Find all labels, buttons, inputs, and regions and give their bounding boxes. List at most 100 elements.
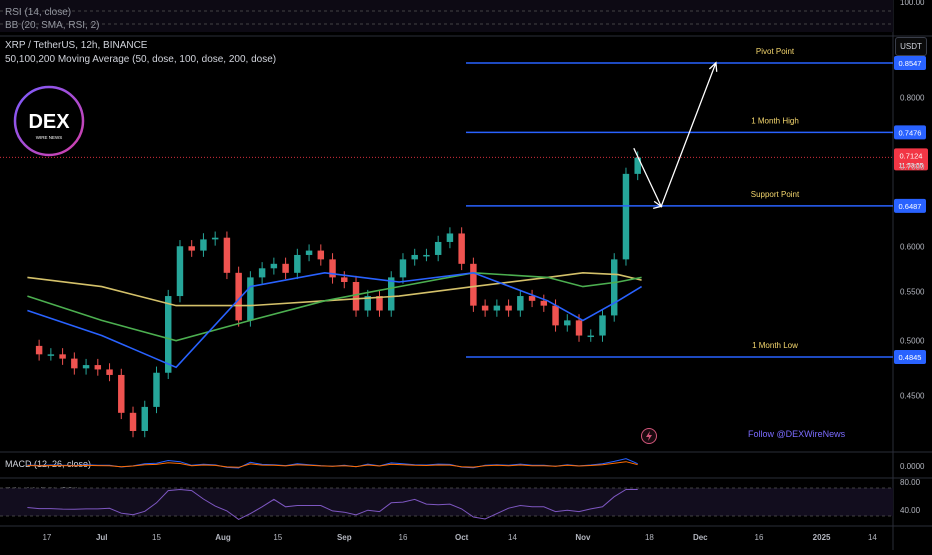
candle-body[interactable] <box>211 237 219 240</box>
currency-button[interactable]: USDT <box>895 37 927 56</box>
x-tick-label: 16 <box>755 533 764 542</box>
x-tick-label: Dec <box>693 533 708 542</box>
x-tick-label: 15 <box>152 533 161 542</box>
candle-body[interactable] <box>517 296 524 311</box>
macd-label: MACD (12, 26, close) <box>5 459 91 469</box>
top-value-tick: 100.00 <box>900 0 925 7</box>
candle-body[interactable] <box>176 246 184 297</box>
candle-body[interactable] <box>294 254 301 273</box>
candle-body[interactable] <box>59 354 66 359</box>
level-name-label: 1 Month Low <box>752 341 798 350</box>
x-tick-label: Aug <box>215 533 231 542</box>
projection-arrow[interactable] <box>633 62 717 209</box>
macd-value-tick: 0.0000 <box>900 462 925 471</box>
candle-body[interactable] <box>106 369 113 375</box>
candle-body[interactable] <box>270 263 278 269</box>
x-tick-label: Sep <box>337 533 352 542</box>
candle-body[interactable] <box>611 259 618 316</box>
candle-body[interactable] <box>470 263 477 306</box>
candle-body[interactable] <box>564 320 571 326</box>
candle-body[interactable] <box>235 272 242 321</box>
x-tick-label: 17 <box>42 533 51 542</box>
level-price-tag <box>894 350 926 364</box>
candle-body[interactable] <box>341 277 348 282</box>
ma200-line[interactable] <box>27 271 642 307</box>
macd-signal-line <box>27 461 638 468</box>
projection-arrowhead-mid <box>653 200 663 210</box>
logo-main-text: DEX <box>28 111 70 133</box>
candle-body[interactable] <box>118 374 125 413</box>
x-tick-label: 14 <box>508 533 517 542</box>
price-axis-bg <box>893 0 932 550</box>
candle-body[interactable] <box>388 277 395 311</box>
candle-body[interactable] <box>505 305 512 311</box>
candle-body[interactable] <box>352 281 360 311</box>
x-tick-label: 2025 <box>813 533 831 542</box>
candle-body[interactable] <box>153 372 160 407</box>
candle-body[interactable] <box>587 335 594 338</box>
candle-body[interactable] <box>188 246 195 251</box>
candle-body[interactable] <box>423 254 430 257</box>
candle-body[interactable] <box>35 345 43 355</box>
x-tick-label: 16 <box>399 533 408 542</box>
candle-body[interactable] <box>94 365 102 370</box>
candle-body[interactable] <box>634 157 641 174</box>
symbol-title[interactable]: XRP / TetherUS, 12h, BINANCE <box>5 40 148 51</box>
ma100-line[interactable] <box>27 271 642 342</box>
logo-sub-text: WIRE NEWS <box>36 135 63 140</box>
candle-body[interactable] <box>411 254 418 260</box>
candle-body[interactable] <box>434 241 442 255</box>
candle-body[interactable] <box>200 239 207 251</box>
candle-body[interactable] <box>305 250 313 255</box>
x-tick-label: Oct <box>455 533 469 542</box>
candle-body[interactable] <box>71 358 78 369</box>
top-rsi-pane <box>0 0 893 32</box>
candle-body[interactable] <box>364 296 371 311</box>
candle-body[interactable] <box>282 263 289 273</box>
candle-body[interactable] <box>552 305 559 326</box>
candle-body[interactable] <box>528 296 536 301</box>
x-tick-label: 15 <box>273 533 282 542</box>
candle-body[interactable] <box>540 300 548 306</box>
current-price-tag <box>894 148 928 171</box>
candle-body[interactable] <box>141 406 148 431</box>
countdown-label: 11:53:55 <box>899 162 924 169</box>
level-price-tag <box>894 198 926 213</box>
candle-body[interactable] <box>317 250 325 260</box>
candle-body[interactable] <box>258 268 266 278</box>
y-tick-label: 0.7000 <box>900 162 925 171</box>
alert-bolt-icon[interactable] <box>641 428 657 444</box>
candle-body[interactable] <box>458 233 465 264</box>
ma50-line[interactable] <box>27 271 643 369</box>
rsi-tick-80: 80.00 <box>900 478 921 487</box>
top-bb-label: BB (20, SMA, RSI, 2) <box>5 20 100 31</box>
candle-body[interactable] <box>575 320 583 336</box>
y-tick-label: 0.4500 <box>900 391 925 400</box>
level-name-label: Pivot Point <box>756 47 795 56</box>
candle-body[interactable] <box>599 315 606 336</box>
candle-body[interactable] <box>329 259 336 278</box>
dex-logo-icon: DEX WIRE NEWS <box>13 85 85 157</box>
candle-body[interactable] <box>129 412 137 431</box>
candle-body[interactable] <box>47 354 55 356</box>
candle-body[interactable] <box>165 296 172 373</box>
candle-body[interactable] <box>493 305 501 311</box>
ma-indicator-label[interactable]: 50,100,200 Moving Average (50, dose, 100… <box>5 54 277 65</box>
y-tick-label: 0.5500 <box>900 287 925 296</box>
candle-body[interactable] <box>481 305 489 311</box>
candle-body[interactable] <box>376 296 383 311</box>
level-price-label: 0.4845 <box>899 353 922 362</box>
candle-body[interactable] <box>622 173 630 260</box>
candle-body[interactable] <box>223 237 231 273</box>
candle-body[interactable] <box>446 233 454 242</box>
level-price-tag <box>894 125 926 140</box>
level-name-label: 1 Month High <box>751 116 799 125</box>
current-price-label: 0.7124 <box>900 151 923 160</box>
candle-body[interactable] <box>247 277 254 321</box>
candle-body[interactable] <box>82 365 90 369</box>
projection-arrowhead <box>708 61 718 72</box>
candle-body[interactable] <box>399 259 407 278</box>
level-price-label: 0.7476 <box>899 128 922 137</box>
